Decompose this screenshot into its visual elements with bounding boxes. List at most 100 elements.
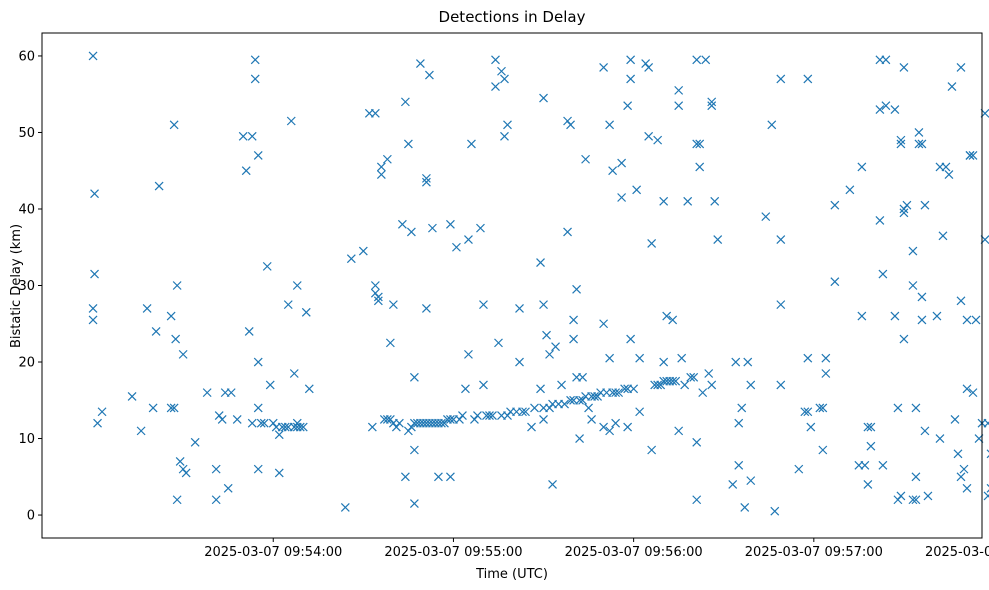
y-axis: 0 10 20 30 40 50 60: [18, 49, 42, 524]
y-tick-label: 30: [18, 279, 35, 294]
y-tick-label: 60: [18, 49, 35, 64]
data-point: [295, 422, 305, 432]
data-point: [743, 357, 753, 367]
data-point: [728, 480, 738, 489]
data-point: [965, 150, 975, 160]
data-point: [446, 472, 455, 482]
data-point: [421, 304, 431, 313]
data-point: [623, 101, 633, 111]
data-point: [93, 418, 102, 428]
data-point: [770, 506, 780, 516]
data-point: [914, 128, 924, 137]
data-point: [653, 380, 663, 390]
data-point: [668, 376, 678, 386]
data-point: [241, 166, 251, 176]
x-tick-label: 2025-03-07 09:54:00: [204, 545, 342, 560]
data-point: [500, 131, 509, 141]
data-point: [169, 120, 179, 130]
data-point: [250, 55, 260, 65]
data-point: [626, 55, 636, 65]
data-points: [88, 51, 989, 516]
data-point: [617, 193, 627, 202]
data-point: [689, 372, 699, 382]
data-point: [686, 372, 696, 382]
data-point: [539, 414, 548, 424]
data-point: [857, 162, 867, 172]
data-point: [971, 315, 981, 325]
data-point: [551, 342, 560, 352]
data-point: [821, 369, 831, 378]
data-point: [515, 304, 524, 313]
data-point: [476, 223, 485, 233]
data-point: [500, 74, 509, 84]
data-point: [962, 315, 972, 325]
data-point: [818, 445, 828, 455]
y-tick-label: 40: [18, 202, 35, 217]
data-point: [217, 414, 227, 424]
data-point: [605, 426, 615, 436]
data-point: [986, 449, 989, 459]
data-point: [731, 357, 741, 367]
data-point: [244, 326, 254, 336]
data-point: [821, 353, 831, 363]
data-point: [409, 499, 419, 508]
data-point: [253, 357, 263, 367]
data-point: [491, 82, 500, 91]
data-point: [154, 181, 164, 191]
data-point: [373, 292, 383, 302]
data-point: [635, 407, 645, 417]
data-point: [692, 55, 702, 65]
data-point: [623, 422, 633, 432]
data-point: [142, 304, 152, 313]
data-point: [289, 369, 299, 378]
x-axis: 2025-03-07 09:54:00 2025-03-07 09:55:00 20…: [204, 538, 989, 560]
data-point: [803, 353, 813, 363]
data-point: [467, 139, 476, 149]
data-point: [485, 411, 494, 421]
data-point: [584, 403, 594, 413]
data-point: [599, 422, 609, 432]
data-point: [683, 196, 693, 206]
data-point: [698, 388, 708, 398]
y-tick-label: 20: [18, 356, 35, 371]
data-point: [400, 472, 410, 482]
data-point: [776, 380, 786, 390]
data-point: [911, 472, 921, 482]
data-point: [253, 464, 263, 474]
data-point: [166, 403, 176, 413]
data-point: [292, 281, 302, 290]
data-point: [695, 162, 705, 172]
data-point: [542, 330, 551, 340]
data-point: [740, 502, 750, 512]
data-point: [920, 200, 930, 210]
data-point: [896, 139, 906, 149]
data-point: [518, 407, 527, 417]
data-point: [899, 63, 909, 72]
data-point: [232, 414, 242, 424]
data-point: [421, 177, 431, 187]
data-point: [385, 338, 395, 348]
data-point: [734, 460, 744, 470]
data-point: [659, 357, 669, 367]
data-point: [563, 227, 572, 237]
data-point: [899, 208, 909, 218]
y-tick-label: 50: [18, 126, 35, 141]
data-point: [707, 97, 717, 107]
data-point: [704, 369, 714, 378]
data-point: [171, 334, 181, 344]
data-point: [521, 407, 530, 417]
data-point: [226, 388, 236, 398]
data-point: [247, 418, 257, 428]
data-point: [911, 403, 921, 413]
data-point: [90, 269, 99, 279]
data-point: [169, 403, 179, 413]
data-point: [527, 422, 536, 432]
data-point: [497, 66, 506, 76]
data-point: [178, 349, 188, 359]
data-point: [668, 315, 678, 325]
data-point: [956, 296, 966, 306]
data-point: [806, 422, 816, 432]
data-point: [88, 304, 98, 313]
data-point: [256, 418, 266, 428]
data-point: [917, 292, 927, 302]
